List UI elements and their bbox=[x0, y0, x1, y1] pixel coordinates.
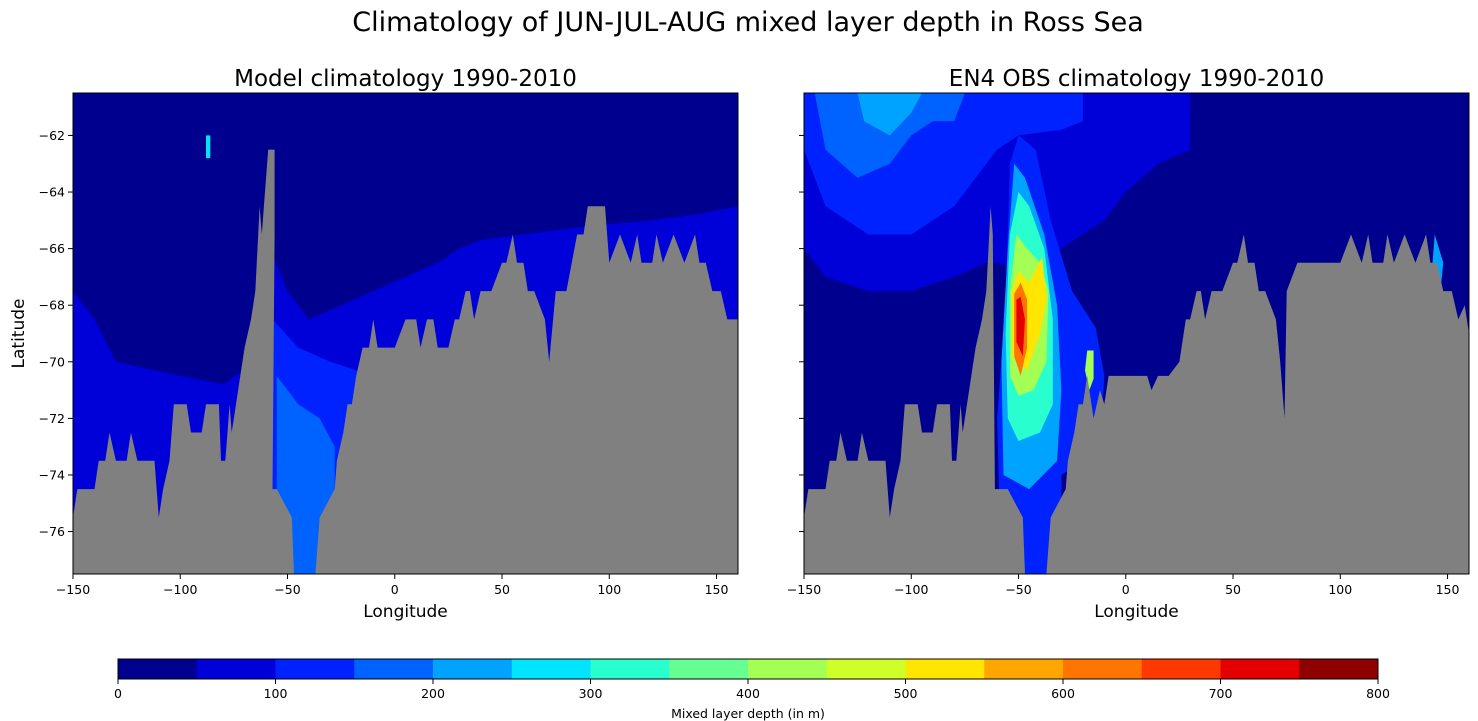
x-tick-label: 150 bbox=[1436, 582, 1460, 597]
y-tick-label: −72 bbox=[39, 411, 65, 426]
contour-region bbox=[1016, 296, 1025, 357]
land-mask bbox=[804, 206, 1025, 574]
x-tick-label: −100 bbox=[894, 582, 928, 597]
colorbar-segment bbox=[1141, 659, 1221, 679]
x-tick-label: 0 bbox=[1122, 582, 1130, 597]
x-tick-label: 150 bbox=[705, 582, 729, 597]
y-tick-label: −68 bbox=[39, 298, 65, 313]
x-tick-label: −150 bbox=[56, 582, 90, 597]
colorbar-segment bbox=[826, 659, 906, 679]
contour-region bbox=[206, 135, 211, 159]
colorbar-segment bbox=[590, 659, 670, 679]
colorbar-segment bbox=[433, 659, 513, 679]
colorbar-tick-label: 700 bbox=[1209, 686, 1233, 701]
panel-obs: EN4 OBS climatology 1990-2010 Longitude … bbox=[787, 66, 1470, 622]
colorbar-tick-label: 300 bbox=[579, 686, 603, 701]
colorbar-segment bbox=[984, 659, 1064, 679]
colorbar-segment bbox=[905, 659, 985, 679]
land-mask bbox=[73, 149, 294, 574]
panel-title-obs: EN4 OBS climatology 1990-2010 bbox=[949, 66, 1324, 92]
y-tick-label: −66 bbox=[39, 241, 65, 256]
colorbar-segment bbox=[1220, 659, 1300, 679]
axes-frame bbox=[72, 92, 739, 575]
colorbar-tick-label: 100 bbox=[264, 686, 288, 701]
colorbar-segment bbox=[1299, 659, 1379, 679]
colorbar-segment bbox=[1063, 659, 1143, 679]
colorbar-tick-label: 400 bbox=[736, 686, 760, 701]
panel-model: Model climatology 1990-2010 Longitude La… bbox=[9, 66, 739, 622]
colorbar-segment bbox=[275, 659, 355, 679]
plot-area bbox=[804, 93, 1469, 574]
y-tick-label: −74 bbox=[39, 467, 65, 482]
contour-region bbox=[1085, 350, 1094, 391]
colorbar: Mixed layer depth (in m) 0 100 200 300 400 50… bbox=[114, 658, 1390, 721]
x-tick-label: 50 bbox=[494, 582, 510, 597]
y-tick-label: −76 bbox=[39, 524, 65, 539]
colorbar-tick-label: 600 bbox=[1051, 686, 1075, 701]
colorbar-tick-label: 500 bbox=[894, 686, 918, 701]
colorbar-segment bbox=[511, 659, 591, 679]
x-tick-label: 50 bbox=[1225, 582, 1241, 597]
land-mask bbox=[1046, 234, 1469, 574]
x-tick-label: 100 bbox=[1328, 582, 1352, 597]
land-mask bbox=[315, 206, 738, 574]
plot-area bbox=[73, 93, 738, 574]
x-tick-label: −50 bbox=[1005, 582, 1031, 597]
colorbar-label: Mixed layer depth (in m) bbox=[671, 706, 825, 721]
x-tick-label: −150 bbox=[787, 582, 821, 597]
figure-title: Climatology of JUN-JUL-AUG mixed layer d… bbox=[352, 7, 1144, 38]
y-axis-label-model: Latitude bbox=[9, 299, 29, 369]
x-tick-label: 0 bbox=[391, 582, 399, 597]
colorbar-segment bbox=[669, 659, 749, 679]
y-tick-label: −64 bbox=[39, 185, 65, 200]
y-tick-label: −62 bbox=[39, 128, 65, 143]
x-axis-label-obs: Longitude bbox=[1094, 602, 1179, 622]
panel-title-model: Model climatology 1990-2010 bbox=[234, 66, 577, 92]
contour-region bbox=[857, 93, 922, 136]
colorbar-tick-label: 200 bbox=[421, 686, 445, 701]
x-tick-label: 100 bbox=[597, 582, 621, 597]
x-axis-label-model: Longitude bbox=[363, 602, 448, 622]
x-tick-label: −100 bbox=[163, 582, 197, 597]
axes-frame bbox=[803, 92, 1470, 575]
contour-region bbox=[814, 93, 965, 178]
y-tick-label: −70 bbox=[39, 354, 65, 369]
colorbar-segment bbox=[118, 659, 198, 679]
colorbar-tick-label: 800 bbox=[1366, 686, 1390, 701]
colorbar-segment bbox=[196, 659, 276, 679]
x-tick-label: −50 bbox=[274, 582, 300, 597]
colorbar-segment bbox=[354, 659, 434, 679]
colorbar-tick-label: 0 bbox=[114, 686, 122, 701]
colorbar-segment bbox=[748, 659, 828, 679]
